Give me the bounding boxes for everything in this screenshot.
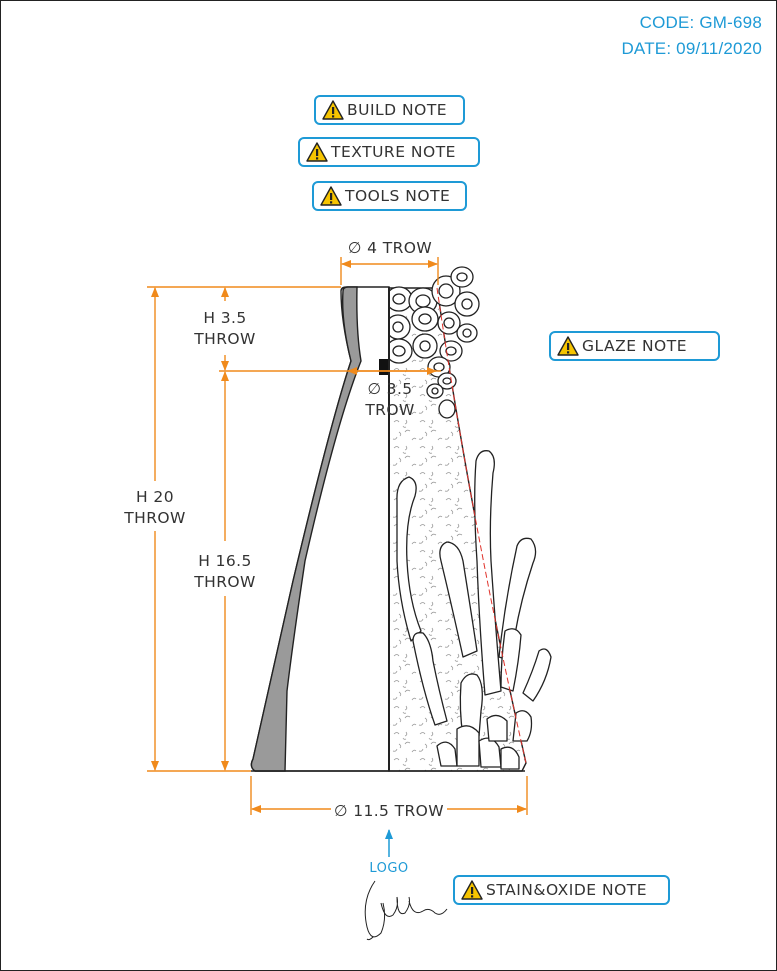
body-height-label: H 16.5 [198, 552, 252, 570]
build-note-label: BUILD NOTE [347, 101, 448, 119]
glaze-note-button[interactable]: GLAZE NOTE [549, 331, 720, 361]
neck-diameter-tool-label: TROW [364, 401, 414, 419]
tools-note-button[interactable]: TOOLS NOTE [312, 181, 467, 211]
tools-note-label: TOOLS NOTE [345, 187, 451, 205]
tube-coral-cluster [385, 266, 480, 419]
total-height-tool-label: THROW [123, 509, 185, 527]
dimension-lines [147, 257, 528, 815]
logo-label: LOGO [369, 861, 408, 876]
neck-diameter-label: ∅ 3.5 [367, 380, 412, 398]
neck-height-label: H 3.5 [203, 309, 246, 327]
warning-icon [306, 142, 328, 162]
date-label: DATE: 09/11/2020 [621, 39, 762, 58]
vase-exterior-half [388, 287, 527, 772]
warning-icon [320, 186, 342, 206]
body-height-tool-label: THROW [193, 573, 255, 591]
glaze-note-label: GLAZE NOTE [582, 337, 688, 355]
base-diameter-label: ∅ 11.5 TROW [334, 802, 444, 820]
artist-signature [364, 880, 448, 941]
vase-section-profile [250, 286, 525, 772]
warning-icon [322, 100, 344, 120]
stain-oxide-note-button[interactable]: STAIN&OXIDE NOTE [453, 875, 670, 905]
profile-guide-line [436, 287, 527, 764]
stain-oxide-note-label: STAIN&OXIDE NOTE [486, 881, 648, 899]
warning-icon [461, 880, 483, 900]
top-diameter-label: ∅ 4 TROW [348, 239, 432, 257]
neck-height-tool-label: THROW [193, 330, 255, 348]
coral-decoration [396, 450, 552, 770]
code-label: CODE: GM-698 [639, 13, 762, 32]
build-note-button[interactable]: BUILD NOTE [314, 95, 465, 125]
texture-note-label: TEXTURE NOTE [331, 143, 456, 161]
warning-icon [557, 336, 579, 356]
texture-note-button[interactable]: TEXTURE NOTE [298, 137, 480, 167]
total-height-label: H 20 [136, 488, 174, 506]
